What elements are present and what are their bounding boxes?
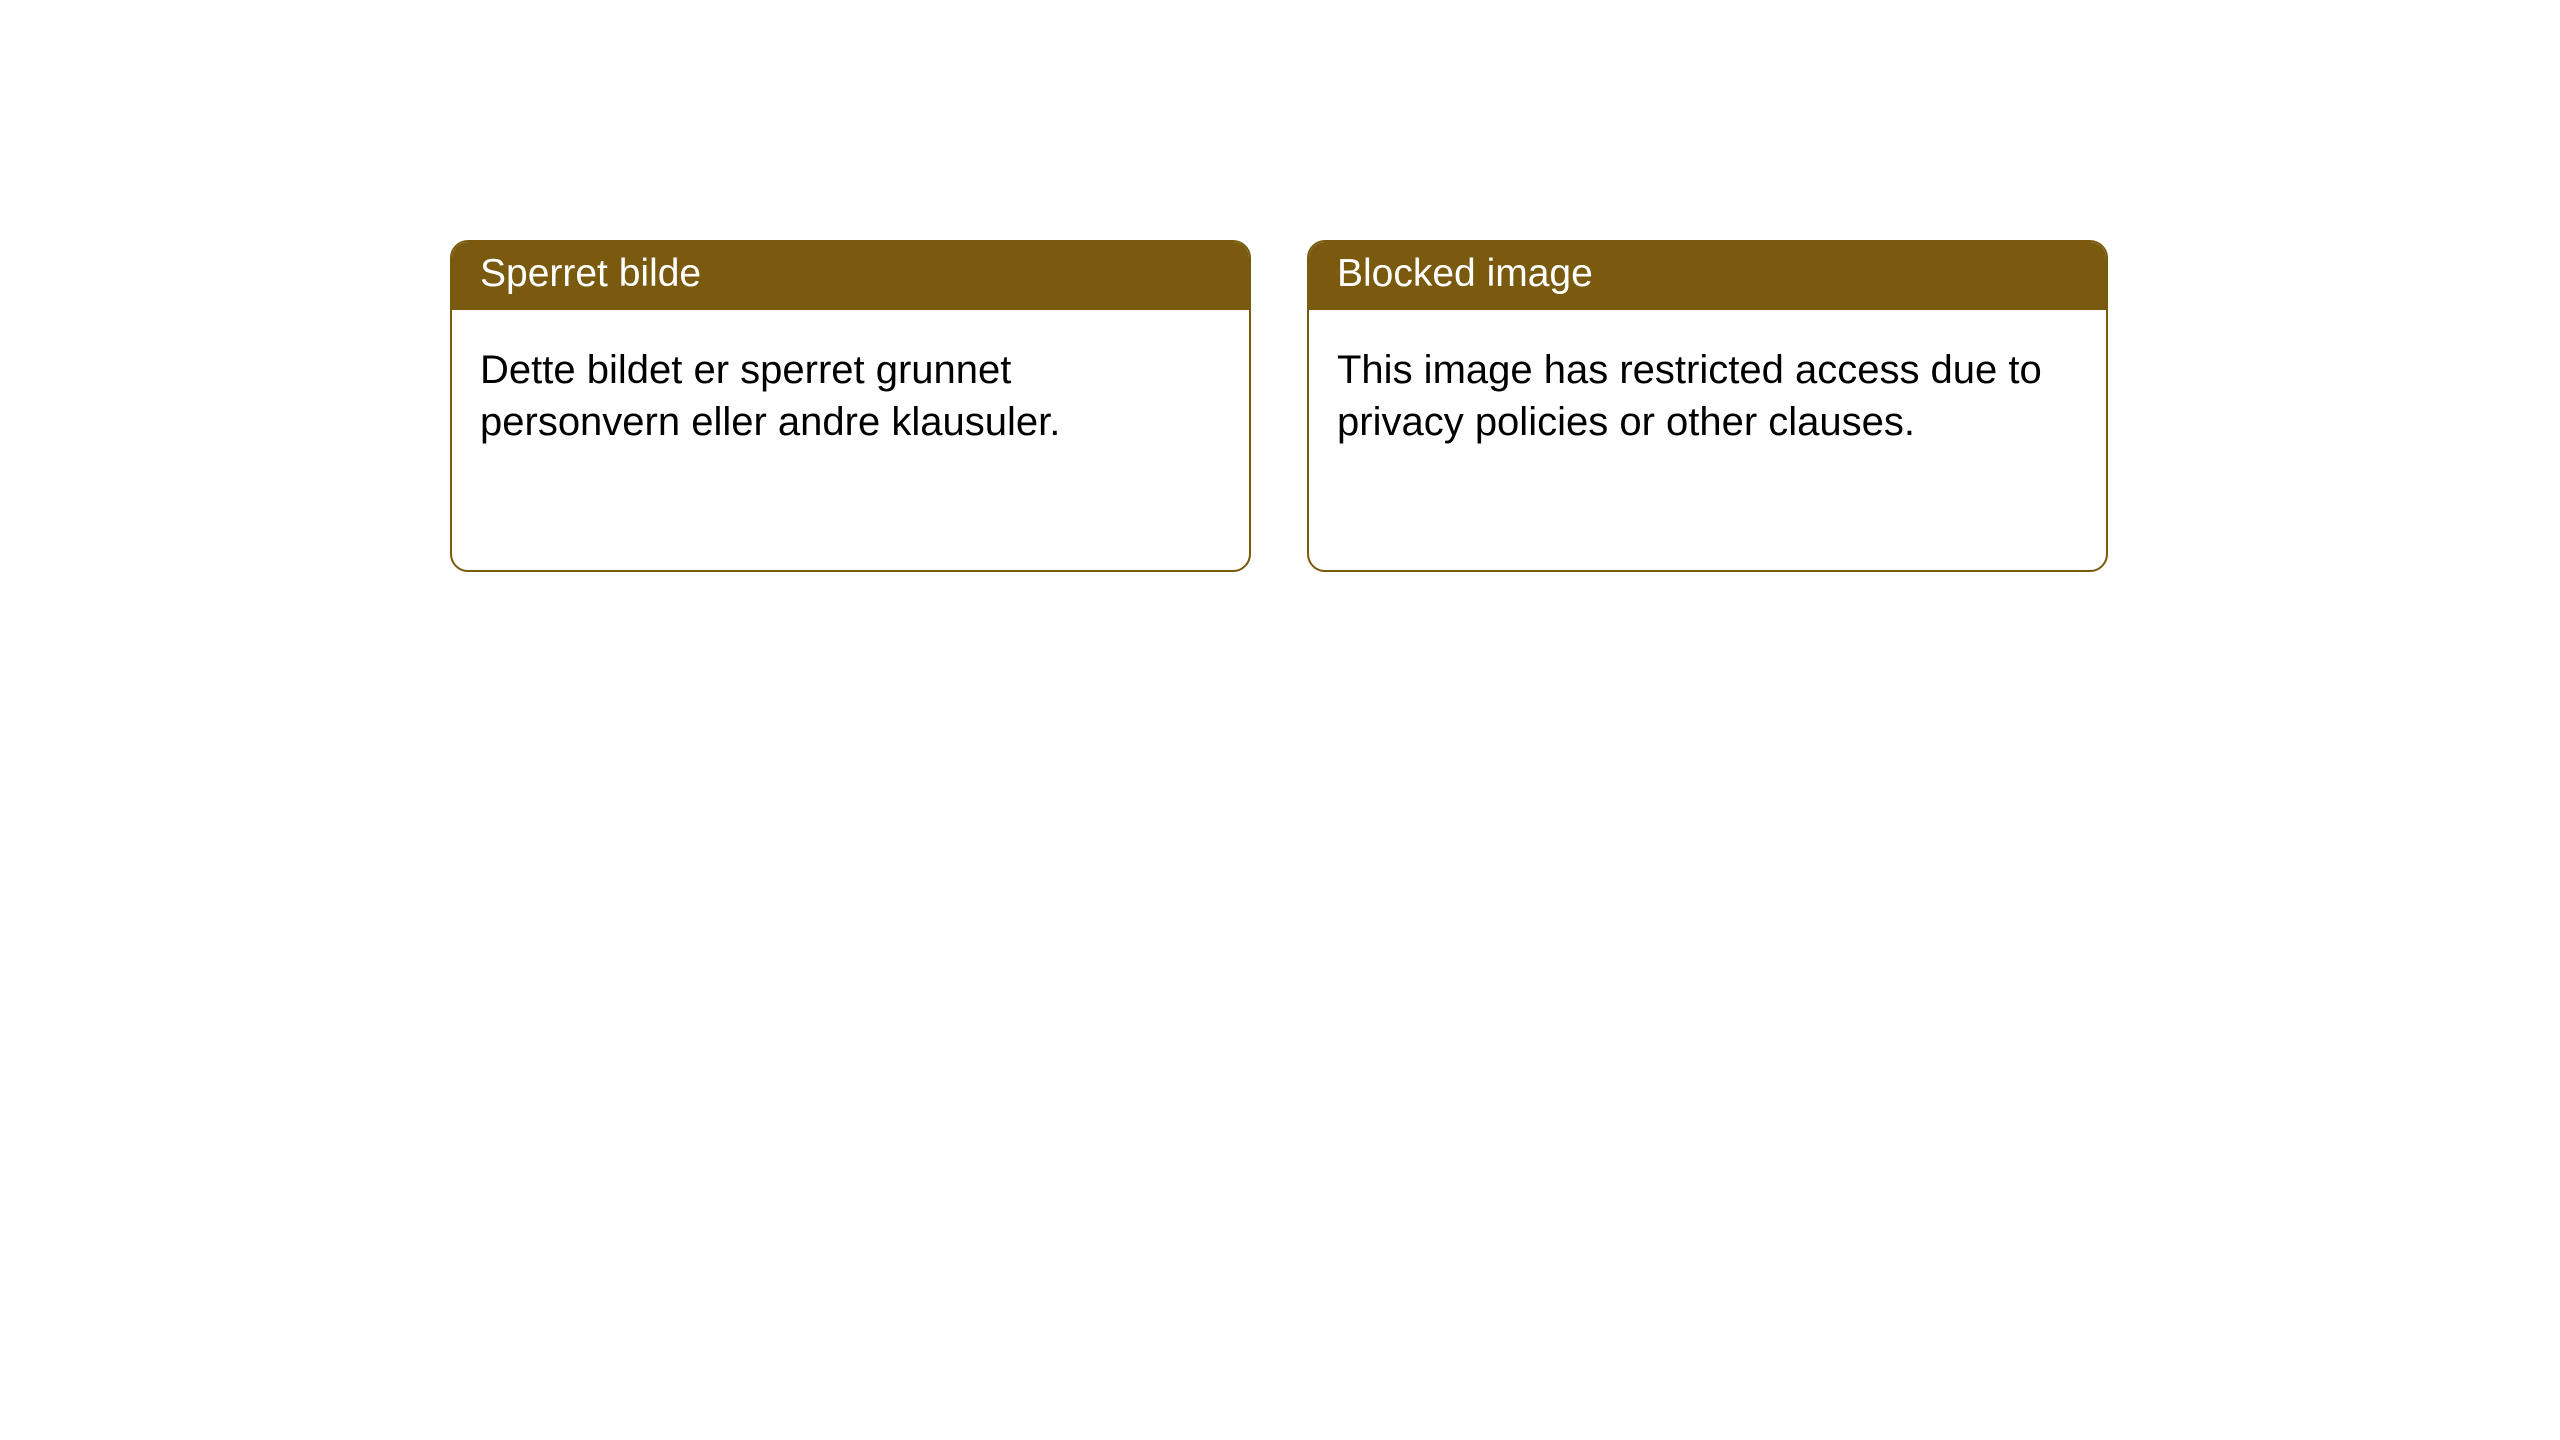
card-title-norwegian: Sperret bilde [480, 252, 701, 295]
card-body-norwegian: Dette bildet er sperret grunnet personve… [452, 310, 1249, 482]
card-title-english: Blocked image [1337, 252, 1593, 295]
card-text-english: This image has restricted access due to … [1337, 348, 2042, 444]
card-body-english: This image has restricted access due to … [1309, 310, 2106, 482]
blocked-image-card-norwegian: Sperret bilde Dette bildet er sperret gr… [450, 240, 1251, 572]
notice-container: Sperret bilde Dette bildet er sperret gr… [450, 240, 2108, 572]
blocked-image-card-english: Blocked image This image has restricted … [1307, 240, 2108, 572]
card-header-english: Blocked image [1309, 242, 2106, 310]
card-header-norwegian: Sperret bilde [452, 242, 1249, 310]
card-text-norwegian: Dette bildet er sperret grunnet personve… [480, 348, 1060, 444]
